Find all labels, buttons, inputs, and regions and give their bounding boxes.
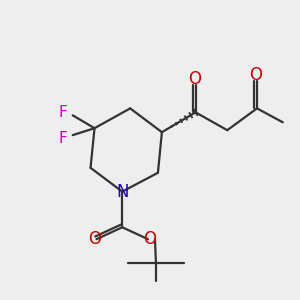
Text: O: O bbox=[143, 230, 157, 248]
Text: O: O bbox=[88, 230, 101, 248]
Text: F: F bbox=[58, 105, 67, 120]
Text: O: O bbox=[188, 70, 201, 88]
Text: O: O bbox=[250, 66, 262, 84]
Text: F: F bbox=[58, 130, 67, 146]
Text: N: N bbox=[116, 183, 128, 201]
